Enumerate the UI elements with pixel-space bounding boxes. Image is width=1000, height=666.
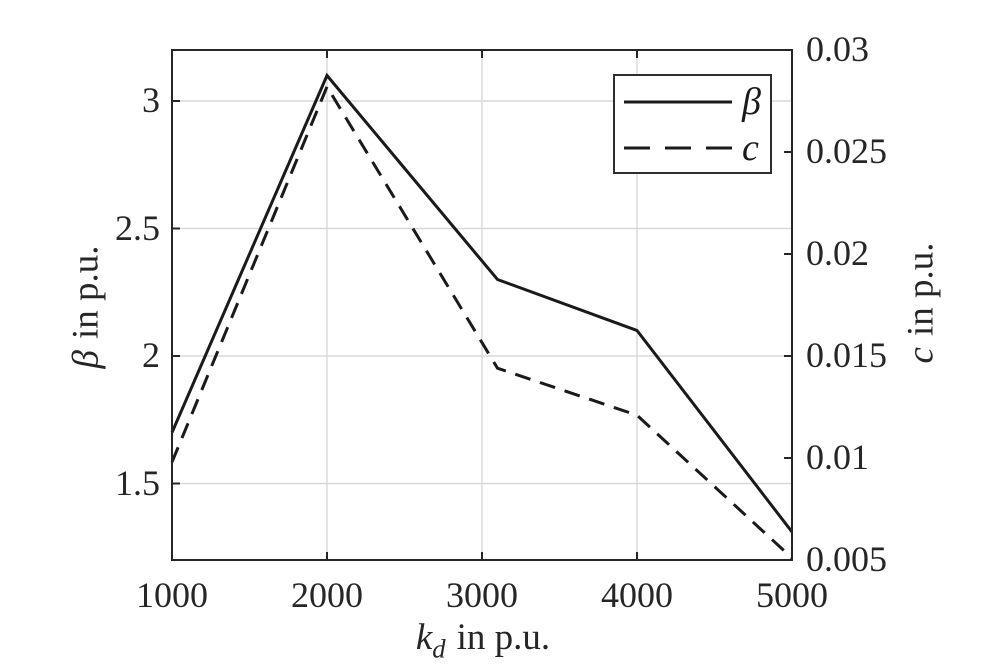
x-axis-subscript: d: [432, 633, 446, 664]
x-tick-label: 2000: [291, 575, 363, 615]
right-y-axis-unit: in p.u.: [900, 242, 942, 337]
legend-entry-beta: β: [623, 83, 761, 121]
legend-entry-c: c: [623, 129, 759, 167]
left-y-tick-label: 3: [142, 80, 160, 121]
x-axis-variable: k: [415, 617, 433, 658]
x-axis-unit: in p.u.: [456, 617, 551, 658]
legend: β c: [613, 74, 772, 174]
left-y-tick-label: 1.5: [115, 462, 160, 503]
solid-line-sample: [624, 100, 732, 104]
x-tick-label: 4000: [601, 575, 673, 615]
right-y-tick-label: 0.005: [806, 539, 887, 580]
right-y-tick-label: 0.01: [806, 437, 869, 478]
left-y-axis-label: β in p.u.: [65, 246, 108, 369]
right-y-tick-label: 0.03: [806, 29, 869, 70]
x-tick-label: 3000: [446, 575, 518, 615]
right-y-tick-label: 0.02: [806, 233, 869, 274]
left-y-axis-variable: β: [65, 350, 107, 369]
right-y-axis-label: c in p.u.: [900, 243, 943, 364]
legend-label-beta: β: [742, 81, 761, 123]
right-y-tick-label: 0.015: [806, 335, 887, 376]
dashed-line-sample: [624, 146, 732, 150]
right-y-axis-variable: c: [900, 347, 942, 364]
left-y-tick-label: 2: [142, 335, 160, 376]
x-tick-label: 5000: [756, 575, 828, 615]
left-y-tick-label: 2.5: [115, 207, 160, 248]
x-axis-label: kd in p.u.: [416, 616, 550, 664]
left-y-axis-unit: in p.u.: [65, 245, 107, 340]
legend-label-c: c: [742, 127, 759, 169]
right-y-tick-label: 0.025: [806, 131, 887, 172]
x-tick-label: 1000: [136, 575, 208, 615]
